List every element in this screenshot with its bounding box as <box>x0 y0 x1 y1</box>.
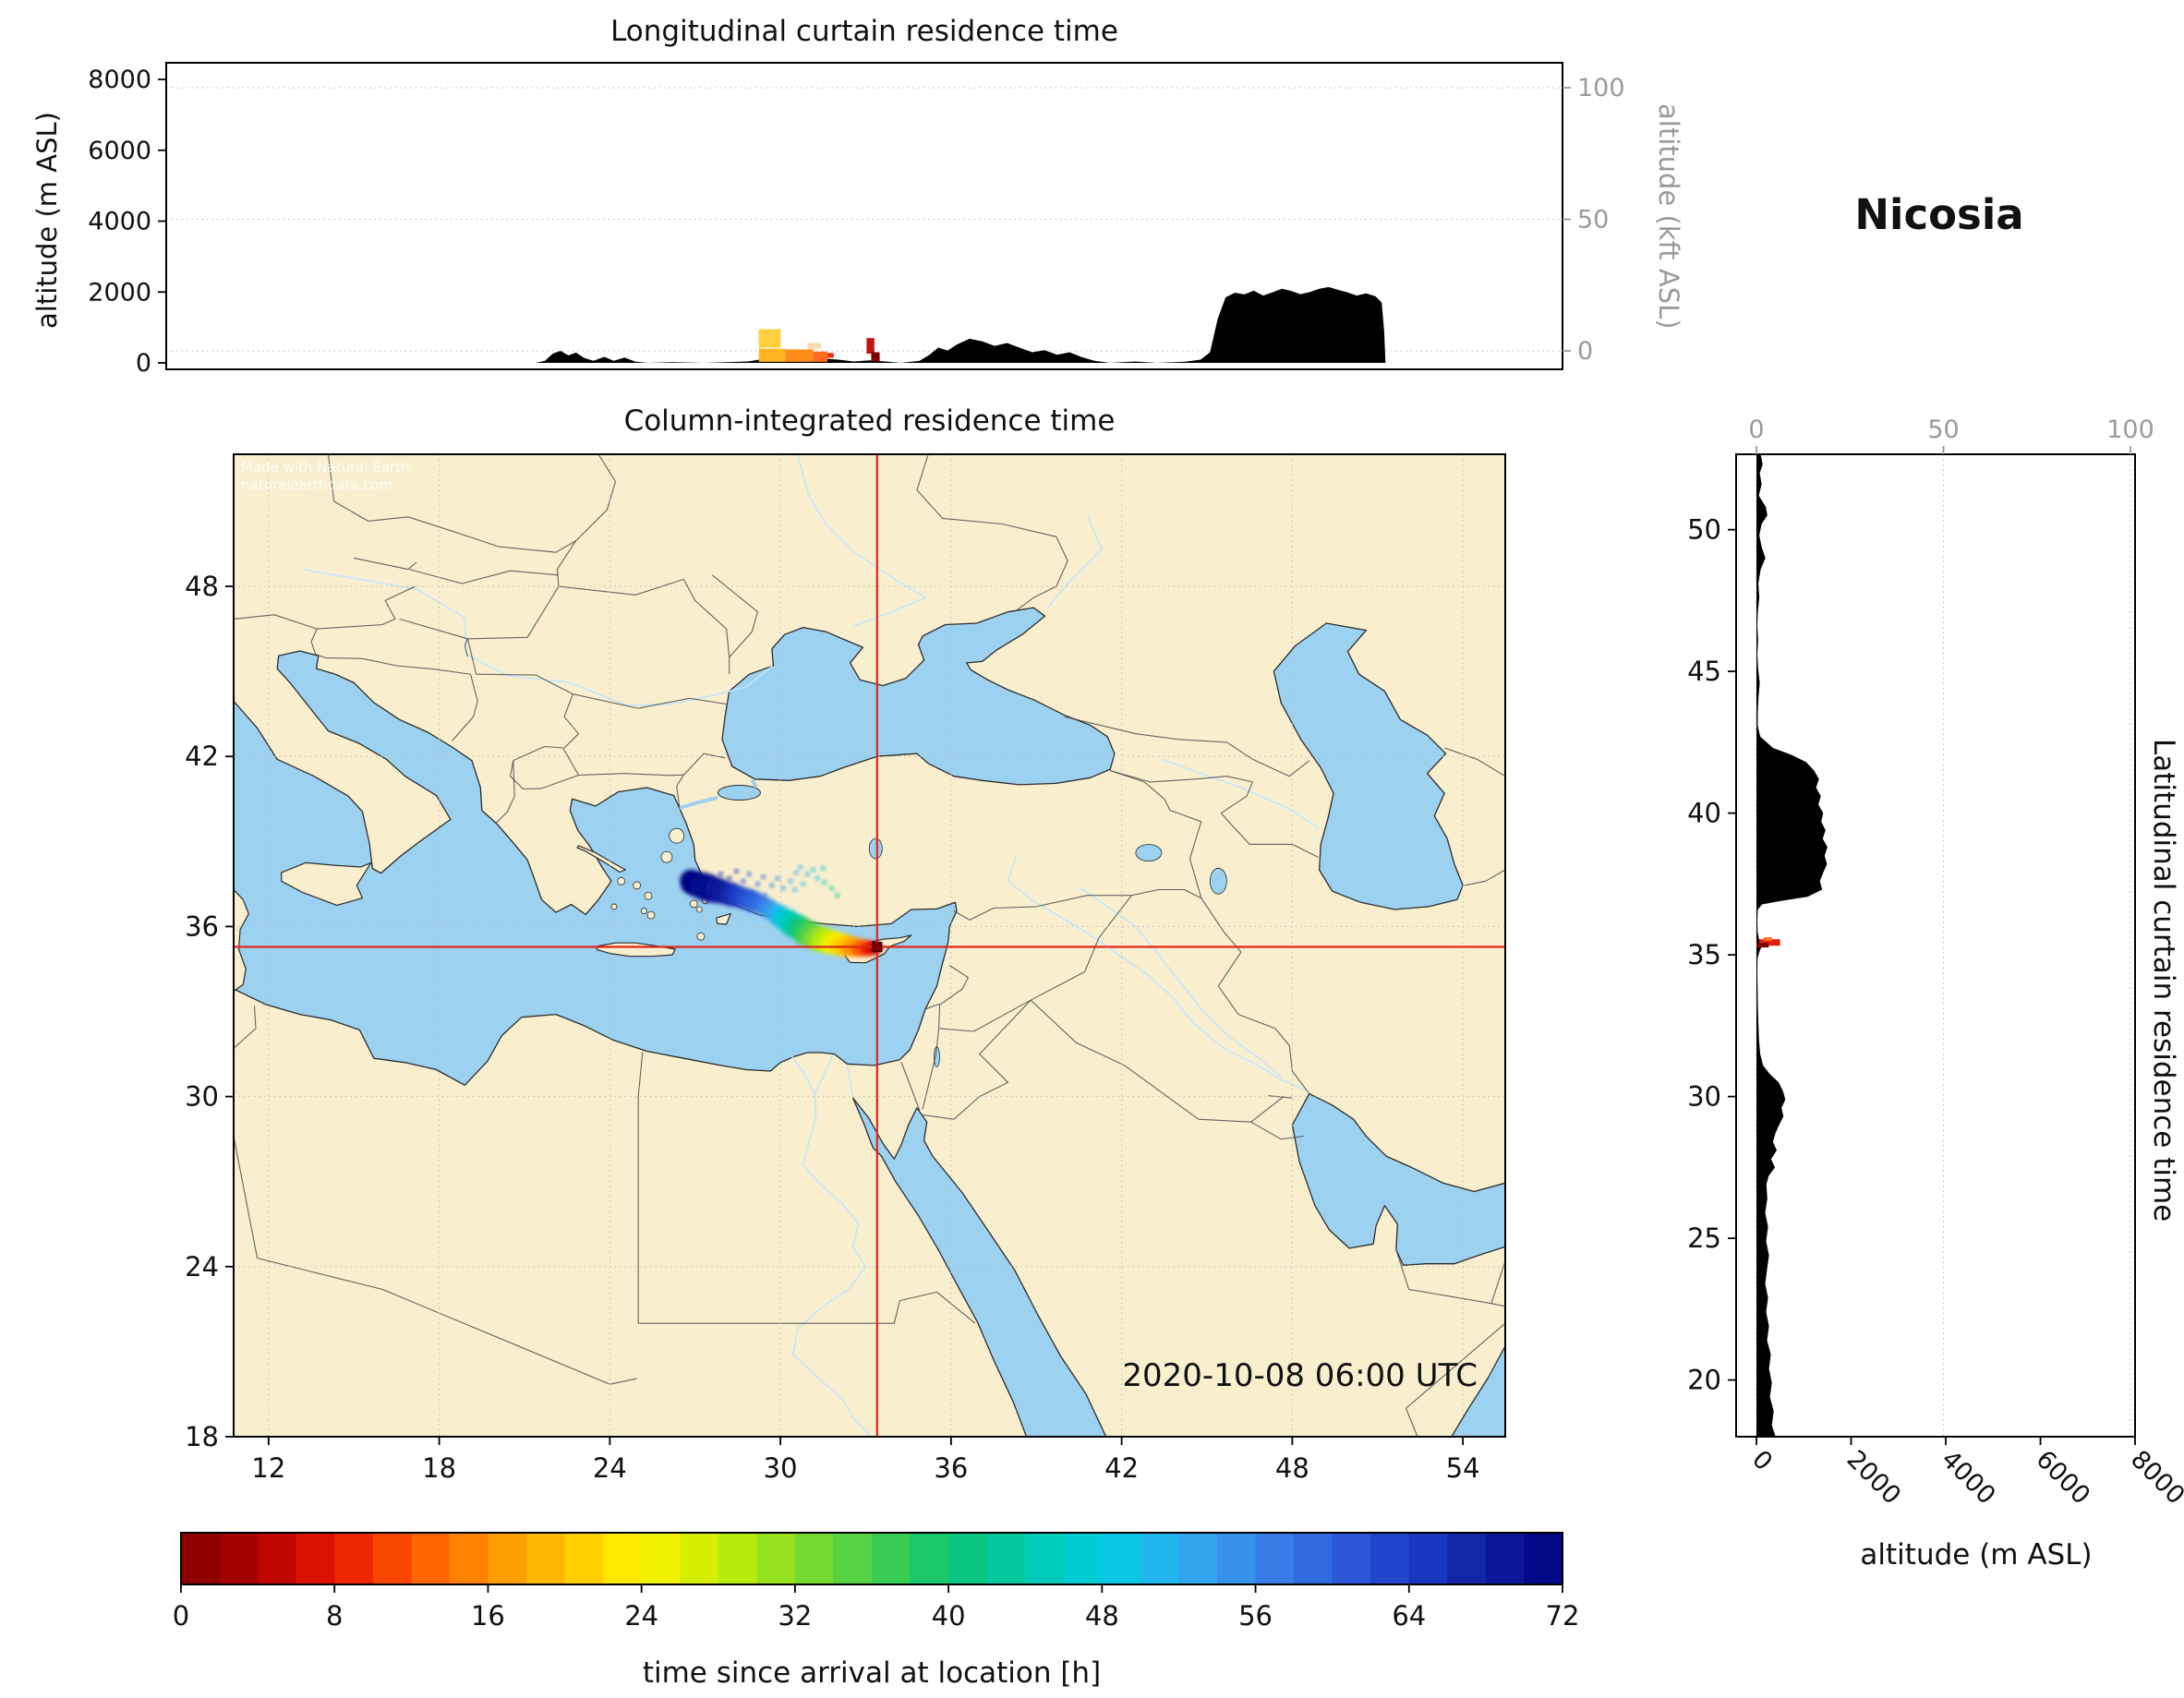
svg-text:8: 8 <box>326 1600 343 1632</box>
station-crosshair <box>234 454 1505 1437</box>
svg-text:16: 16 <box>471 1600 505 1632</box>
svg-text:35: 35 <box>1687 939 1721 970</box>
svg-text:4000: 4000 <box>88 208 151 236</box>
longitudinal-curtain-plot: 0 2000 4000 6000 8000 0 50 100 <box>88 62 1625 378</box>
longitudinal-curtain-title: Longitudinal curtain residence time <box>610 15 1118 48</box>
svg-text:0: 0 <box>1748 415 1764 444</box>
station-marker <box>872 942 883 953</box>
svg-text:18: 18 <box>422 1452 456 1484</box>
colorbar: 0 8 16 24 32 40 48 56 64 72 <box>173 1532 1579 1632</box>
plume-specks <box>706 863 840 904</box>
svg-text:0: 0 <box>1577 337 1593 366</box>
svg-text:30: 30 <box>764 1452 798 1484</box>
map-attribution-line2: naturalearthdata.com <box>241 476 393 493</box>
svg-text:48: 48 <box>185 571 219 602</box>
svg-text:24: 24 <box>624 1600 658 1632</box>
map-timestamp: 2020-10-08 06:00 UTC <box>1122 1357 1478 1394</box>
svg-text:40: 40 <box>1687 798 1721 829</box>
svg-text:0: 0 <box>173 1600 189 1632</box>
svg-text:18: 18 <box>185 1421 219 1452</box>
svg-text:32: 32 <box>778 1600 812 1632</box>
svg-text:8000: 8000 <box>88 66 151 94</box>
svg-text:8000: 8000 <box>2125 1445 2184 1511</box>
svg-text:36: 36 <box>185 910 219 942</box>
latitudinal-curtain-plot: 20 25 30 35 40 45 50 0 50 100 0 2000 4000 6000 8000 <box>1687 415 2184 1511</box>
latitudinal-curtain-label: Latitudinal curtain residence time <box>2147 739 2180 1222</box>
svg-text:30: 30 <box>185 1081 219 1113</box>
svg-text:72: 72 <box>1546 1600 1580 1632</box>
svg-text:48: 48 <box>1085 1600 1119 1632</box>
longitudinal-curtain-kft-label: altitude (kft ASL) <box>1653 103 1684 330</box>
svg-text:64: 64 <box>1392 1600 1426 1632</box>
station-name: Nicosia <box>1854 190 2024 239</box>
altitude-axis-label: altitude (m ASL) <box>1860 1538 2093 1572</box>
map-attribution: Made with Natural Earth. naturalearthdat… <box>241 459 414 494</box>
svg-text:100: 100 <box>2106 415 2154 444</box>
svg-text:50: 50 <box>1687 514 1721 546</box>
svg-text:2000: 2000 <box>1841 1445 1907 1511</box>
longitudinal-curtain-ylabel: altitude (m ASL) <box>31 112 63 329</box>
svg-text:30: 30 <box>1687 1081 1721 1113</box>
map-plot: 12 18 24 30 36 42 48 54 18 24 30 36 42 48 <box>185 453 1506 1484</box>
map-title: Column-integrated residence time <box>623 404 1116 438</box>
svg-text:56: 56 <box>1238 1600 1273 1632</box>
svg-text:36: 36 <box>934 1452 968 1484</box>
svg-text:6000: 6000 <box>2031 1445 2096 1511</box>
svg-text:42: 42 <box>185 741 219 772</box>
svg-text:25: 25 <box>1687 1222 1721 1254</box>
svg-text:0: 0 <box>1746 1445 1778 1476</box>
svg-text:6000: 6000 <box>88 137 151 165</box>
svg-text:4000: 4000 <box>1936 1445 2001 1511</box>
svg-text:100: 100 <box>1577 74 1625 102</box>
terrain-profile-latitudinal <box>1756 454 1828 1437</box>
svg-text:24: 24 <box>185 1251 219 1283</box>
svg-text:2000: 2000 <box>88 278 151 307</box>
map-attribution-line1: Made with Natural Earth. <box>241 459 415 476</box>
svg-text:45: 45 <box>1687 656 1721 687</box>
svg-text:48: 48 <box>1275 1452 1309 1484</box>
colorbar-label: time since arrival at location [h] <box>642 1656 1102 1690</box>
svg-text:24: 24 <box>593 1452 627 1484</box>
svg-text:0: 0 <box>136 349 151 378</box>
terrain-profile-longitudinal <box>166 286 1563 363</box>
svg-text:50: 50 <box>1577 206 1609 235</box>
svg-text:42: 42 <box>1104 1452 1139 1484</box>
svg-text:54: 54 <box>1446 1452 1480 1484</box>
svg-text:40: 40 <box>932 1600 966 1632</box>
svg-text:20: 20 <box>1687 1365 1721 1396</box>
svg-text:50: 50 <box>1927 415 1959 444</box>
svg-text:12: 12 <box>251 1452 285 1484</box>
